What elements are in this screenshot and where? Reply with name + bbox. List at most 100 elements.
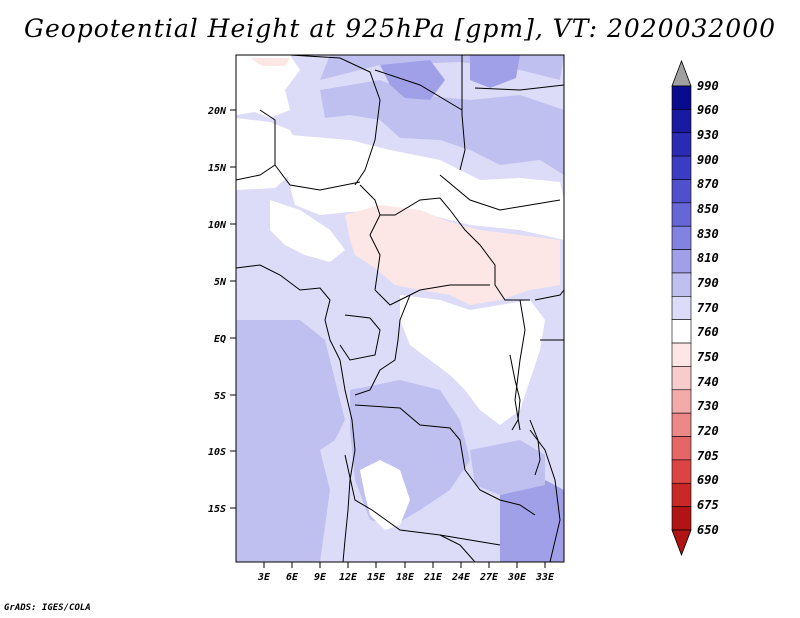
border [359,184,411,306]
shade-region [236,118,300,190]
border [344,454,501,546]
border [474,84,564,91]
shade-region [250,58,290,66]
colorbar-cell [671,319,692,344]
border [339,314,381,361]
colorbar-cell [671,412,692,437]
colorbar-cell [671,225,692,250]
colorbar-label: 830 [697,227,719,241]
lat-label-5s: 5S [214,391,226,402]
border [354,404,466,471]
border [374,69,463,111]
lat-label-10s: 10S [208,447,226,458]
colorbar-cell [671,155,692,180]
shade-region [270,200,345,262]
colorbar-cell [671,459,692,484]
shade-region [236,55,300,118]
colorbar-cell [671,506,692,531]
lat-label-10n: 10N [208,220,227,231]
colorbar-label: 990 [697,79,719,93]
lon-label-21e: 21E [423,572,443,583]
colorbar-cell [671,296,692,320]
colorbar-label: 770 [697,301,719,315]
colorbar-label: 730 [697,399,719,413]
lon-label-30e: 30E [507,572,527,583]
shade-region [470,55,520,88]
colorbar-label: 760 [697,325,719,339]
colorbar-label: 740 [697,375,719,389]
colorbar-cell [671,132,692,157]
lake [509,354,521,431]
latitude-axis: 20N 15N 10N 5N EQ 5S 10S 15S [207,106,236,515]
lon-label-9e: 9E [314,572,327,583]
map-panel [236,55,564,562]
colorbar-label: 720 [697,424,719,438]
colorbar-label: 870 [697,177,719,191]
colorbar: 990 960 930 900 870 850 830 810 790 770 … [671,59,719,557]
shade-region [470,440,545,495]
colorbar-label: 750 [697,350,719,364]
lat-label-15n: 15N [208,163,227,174]
lon-label-27e: 27E [479,572,499,583]
colorbar-label: 675 [697,498,719,512]
colorbar-label: 930 [697,128,719,142]
colorbar-cell [671,109,692,134]
colorbar-top-arrow [671,59,692,87]
border [289,55,381,186]
colorbar-cell [671,249,692,274]
colorbar-cell [671,366,692,391]
lon-label-12e: 12E [339,572,358,583]
border [439,534,476,562]
colorbar-label: 790 [697,276,719,290]
lat-label-20n: 20N [207,106,227,117]
colorbar-label: 650 [697,523,719,537]
lake [529,419,541,476]
colorbar-label: 900 [697,153,719,167]
colorbar-bottom-arrow [671,529,692,557]
colorbar-cells [671,85,692,531]
border [380,197,530,301]
lat-label-5n: 5N [214,277,227,288]
chart-title: Geopotential Height at 925hPa [gpm], VT:… [23,14,777,43]
colorbar-label: 960 [697,103,719,117]
lon-label-15e: 15E [367,572,386,583]
colorbar-label: 810 [697,251,719,265]
border [236,164,276,181]
lon-label-18e: 18E [396,572,415,583]
border [409,284,490,296]
shade-region [360,460,410,530]
colorbar-label: 690 [697,473,719,487]
colorbar-cell [671,436,692,461]
colorbar-cell [671,389,692,414]
colorbar-cell [671,179,692,204]
border [459,55,466,171]
shade-region [500,480,564,562]
colorbar-cell [671,202,692,227]
border [354,294,411,396]
border [529,429,561,562]
colorbar-cell [671,482,692,507]
map-frame [235,54,565,563]
longitude-axis: 3E 6E 9E 12E 15E 18E 21E 24E 27E 30E 33E [257,562,555,583]
colorbar-labels: 990 960 930 900 870 850 830 810 790 770 … [697,79,719,537]
lon-label-24e: 24E [451,572,471,583]
colorbar-label: 850 [697,202,719,216]
colorbar-label: 705 [697,449,719,463]
border [439,174,561,211]
shade-region [345,205,560,305]
colorbar-cell [671,342,692,367]
coastline [236,264,356,562]
shade-region [236,320,345,562]
lon-label-33e: 33E [535,572,555,583]
grads-credit: GrADS: IGES/COLA [4,603,91,613]
shade-region [320,80,564,175]
border [259,109,361,191]
colorbar-cell [671,272,692,297]
border [464,469,536,516]
border [534,289,564,301]
country-boundaries [236,55,564,562]
shade-region [288,135,564,240]
colorbar-cell [671,85,692,110]
shade-region [400,295,545,425]
